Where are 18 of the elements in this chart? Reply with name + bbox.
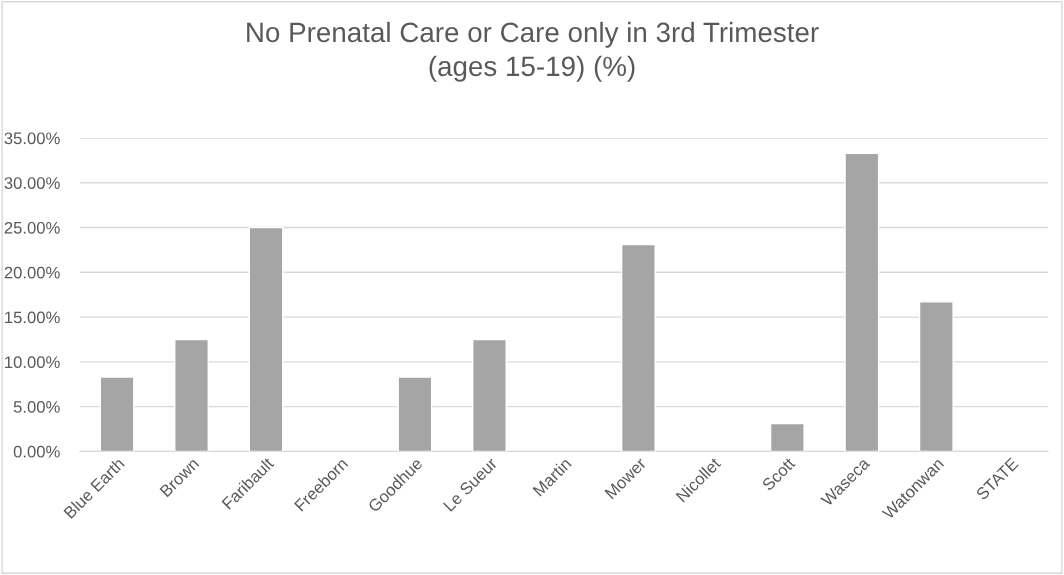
chart-title: No Prenatal Care or Care only in 3rd Trimester (ages 15-19) (%) [247,21,819,82]
bar [918,301,954,452]
bar [174,338,209,452]
y-tick-label: 35.00% [4,132,60,145]
y-tick-label: 10.00% [5,356,60,369]
y-tick-label: 15.00% [5,311,60,324]
bar [471,338,507,452]
bar [248,226,284,452]
y-tick-label: 20.00% [4,266,60,279]
bar [397,376,433,452]
bar [99,376,135,452]
y-tick-label: 0.00% [13,445,60,458]
bar [620,243,656,452]
bar [769,422,805,452]
y-tick-label: 5.00% [13,401,60,413]
y-tick-label: 25.00% [4,221,60,234]
bar [844,152,880,452]
y-tick-label: 30.00% [4,177,60,189]
